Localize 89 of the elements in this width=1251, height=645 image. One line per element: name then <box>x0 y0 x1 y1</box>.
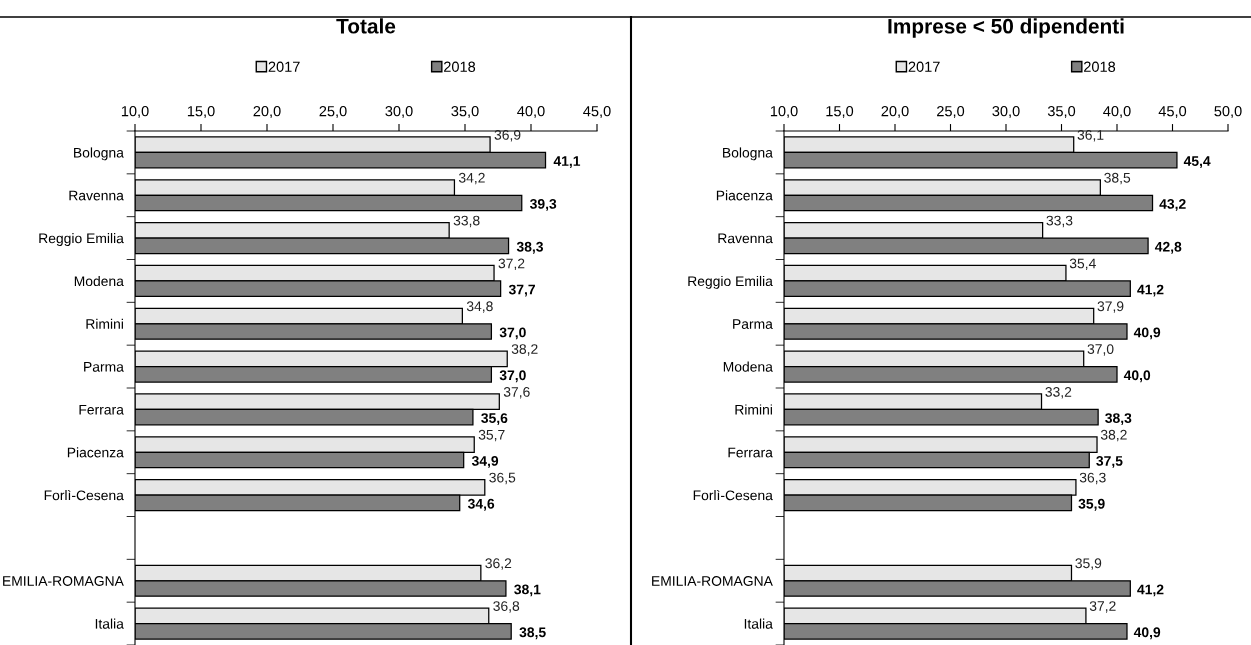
data-label: 33,3 <box>1046 215 1073 228</box>
y-tick-label: Ravenna <box>718 233 773 244</box>
x-tick-label: 10,0 <box>121 105 149 119</box>
x-tick-label: 15,0 <box>187 105 215 119</box>
data-label: 34,6 <box>467 498 495 511</box>
data-label: 37,6 <box>503 386 530 399</box>
data-label: 36,3 <box>1079 472 1106 485</box>
y-tick-label: Italia <box>95 618 124 629</box>
data-label: 43,2 <box>1159 198 1186 211</box>
y-tick-label: Parma <box>733 319 773 329</box>
y-tick-label: Rimini <box>86 318 123 329</box>
data-label: 34,8 <box>466 301 493 313</box>
chart-title: Totale <box>336 18 396 34</box>
y-tick-label: Parma <box>84 362 124 372</box>
data-label: 40,9 <box>1133 627 1161 640</box>
legend-label: 2018 <box>1084 61 1116 72</box>
data-label: 38,3 <box>516 241 544 254</box>
data-label: 38,2 <box>511 344 538 356</box>
y-tick-label: Reggio Emilia <box>39 233 124 246</box>
y-tick-label: Ferrara <box>728 447 773 458</box>
y-tick-label: Modena <box>723 361 773 372</box>
x-tick-label: 45,0 <box>583 105 611 119</box>
y-tick-label: Piacenza <box>716 190 773 201</box>
data-label: 34,9 <box>471 455 499 468</box>
data-label: 37,9 <box>1097 301 1124 313</box>
data-label: 35,6 <box>481 413 508 426</box>
data-label: 38,5 <box>1104 172 1131 185</box>
y-tick-label: Bologna <box>723 147 773 161</box>
data-label: 41,2 <box>1137 284 1164 297</box>
x-tick-label: 10,0 <box>770 105 798 119</box>
data-label: 37,0 <box>499 370 526 383</box>
x-tick-label: 50,0 <box>1214 105 1242 119</box>
data-label: 41,1 <box>553 156 581 169</box>
data-label: 38,3 <box>1105 413 1132 426</box>
x-tick-label: 30,0 <box>385 105 413 119</box>
data-label: 36,8 <box>493 601 520 613</box>
data-label: 38,2 <box>1100 429 1127 442</box>
data-label: 38,5 <box>519 627 546 640</box>
x-tick-label: 15,0 <box>826 105 854 119</box>
data-label: 37,7 <box>508 284 535 297</box>
data-label: 45,4 <box>1183 156 1211 169</box>
data-label: 41,2 <box>1137 584 1164 597</box>
data-label: 37,2 <box>498 258 525 270</box>
legend-label: 2018 <box>444 61 476 72</box>
data-label: 35,9 <box>1078 498 1105 511</box>
data-label: 38,1 <box>514 584 541 597</box>
y-tick-label: Forlì-Cesena <box>44 489 124 501</box>
data-label: 35,4 <box>1069 258 1096 270</box>
data-label: 37,5 <box>1096 455 1123 468</box>
data-label: 37,0 <box>1087 344 1114 356</box>
chart-title: Imprese < 50 dipendenti <box>888 18 1124 38</box>
data-label: 40,9 <box>1133 327 1161 340</box>
y-tick-label: Bologna <box>74 147 124 161</box>
x-tick-label: 30,0 <box>992 105 1020 119</box>
x-tick-label: 25,0 <box>937 105 965 119</box>
data-label: 42,8 <box>1154 241 1182 254</box>
y-tick-label: Ferrara <box>79 404 124 415</box>
x-tick-label: 20,0 <box>881 105 909 119</box>
y-tick-label: Italia <box>744 618 773 629</box>
data-label: 39,3 <box>530 198 557 211</box>
data-label: 36,2 <box>485 558 512 570</box>
data-label: 33,8 <box>453 215 480 228</box>
x-tick-label: 35,0 <box>451 105 479 119</box>
x-tick-label: 35,0 <box>1047 105 1076 119</box>
data-label: 33,2 <box>1045 386 1072 399</box>
y-tick-label: EMILIA-ROMAGNA <box>652 576 773 586</box>
y-tick-label: Modena <box>74 275 124 287</box>
y-tick-label: EMILIA-ROMAGNA <box>3 576 124 586</box>
x-tick-label: 40,0 <box>517 105 545 119</box>
data-label: 37,0 <box>499 327 526 340</box>
x-tick-label: 40,0 <box>1103 105 1131 119</box>
x-tick-label: 25,0 <box>319 105 347 119</box>
data-label: 40,0 <box>1123 370 1151 383</box>
data-label: 35,7 <box>478 429 505 442</box>
x-tick-label: 20,0 <box>253 105 281 119</box>
data-label: 34,2 <box>458 172 485 185</box>
legend-label: 2017 <box>268 61 300 72</box>
y-tick-label: Reggio Emilia <box>688 275 773 289</box>
y-tick-label: Forlì-Cesena <box>693 489 773 501</box>
y-tick-label: Ravenna <box>69 190 124 201</box>
data-label: 36,1 <box>1077 129 1104 142</box>
x-tick-label: 45,0 <box>1158 105 1187 119</box>
data-label: 36,5 <box>489 472 516 485</box>
data-label: 37,2 <box>1089 601 1116 613</box>
legend-label: 2017 <box>908 61 940 72</box>
data-label: 36,9 <box>494 129 521 142</box>
y-tick-label: Piacenza <box>67 447 124 458</box>
y-tick-label: Rimini <box>735 404 772 415</box>
data-label: 35,9 <box>1075 558 1102 570</box>
